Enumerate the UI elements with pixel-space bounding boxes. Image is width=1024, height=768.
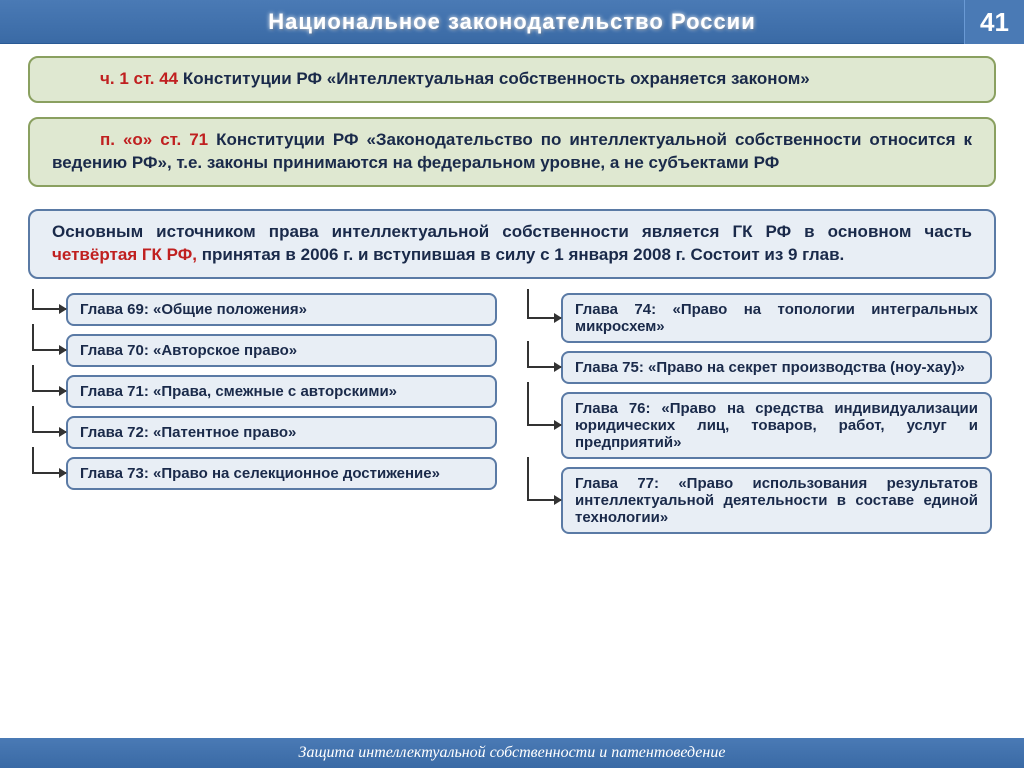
footer-text: Защита интеллектуальной собственности и … xyxy=(299,744,726,762)
chapters-right-col: Глава 74: «Право на топологии интегральн… xyxy=(527,293,992,542)
chapter-row: Глава 76: «Право на средства индивидуали… xyxy=(527,392,992,459)
arrow-stem xyxy=(527,457,529,501)
chapter-row: Глава 75: «Право на секрет производства … xyxy=(527,351,992,384)
chapter-box: Глава 77: «Право использования результат… xyxy=(561,467,992,534)
chapter-row: Глава 74: «Право на топологии интегральн… xyxy=(527,293,992,343)
arrow-icon xyxy=(527,499,561,501)
header-bar: Национальное законодательство России 41 xyxy=(0,0,1024,44)
civil-code-box: Основным источником права интеллектуальн… xyxy=(28,209,996,279)
chapter-box: Глава 70: «Авторское право» xyxy=(66,334,497,367)
box1-highlight: ч. 1 ст. 44 xyxy=(100,69,178,88)
arrow-icon xyxy=(527,366,561,368)
chapter-box: Глава 73: «Право на селекционное достиже… xyxy=(66,457,497,490)
arrow-icon xyxy=(32,308,66,310)
arrow-stem xyxy=(32,447,34,474)
chapter-box: Глава 69: «Общие положения» xyxy=(66,293,497,326)
box3-part2: принятая в 2006 г. и вступившая в силу с… xyxy=(197,245,844,264)
slide-title: Национальное законодательство России xyxy=(0,9,1024,35)
chapter-row: Глава 72: «Патентное право» xyxy=(32,416,497,449)
chapter-box: Глава 76: «Право на средства индивидуали… xyxy=(561,392,992,459)
content-area: ч. 1 ст. 44 Конституции РФ «Интеллектуал… xyxy=(0,44,1024,542)
arrow-icon xyxy=(527,424,561,426)
chapter-row: Глава 69: «Общие положения» xyxy=(32,293,497,326)
chapter-row: Глава 77: «Право использования результат… xyxy=(527,467,992,534)
chapters-left-col: Глава 69: «Общие положения» Глава 70: «А… xyxy=(32,293,497,542)
box1-text: Конституции РФ «Интеллектуальная собстве… xyxy=(178,69,810,88)
chapter-box: Глава 71: «Права, смежные с авторскими» xyxy=(66,375,497,408)
chapter-row: Глава 73: «Право на селекционное достиже… xyxy=(32,457,497,490)
chapter-box: Глава 74: «Право на топологии интегральн… xyxy=(561,293,992,343)
arrow-stem xyxy=(527,341,529,368)
box3-part1: Основным источником права интеллектуальн… xyxy=(52,222,972,241)
arrow-stem xyxy=(32,289,34,310)
arrow-stem xyxy=(527,382,529,426)
footer-bar: Защита интеллектуальной собственности и … xyxy=(0,738,1024,768)
box2-highlight: п. «о» ст. 71 xyxy=(100,130,208,149)
constitution-box-2: п. «о» ст. 71 Конституции РФ «Законодате… xyxy=(28,117,996,187)
box3-highlight: четвёртая ГК РФ, xyxy=(52,245,197,264)
chapter-row: Глава 70: «Авторское право» xyxy=(32,334,497,367)
chapter-box: Глава 75: «Право на секрет производства … xyxy=(561,351,992,384)
arrow-stem xyxy=(32,365,34,392)
arrow-icon xyxy=(32,390,66,392)
page-number: 41 xyxy=(964,0,1024,44)
arrow-stem xyxy=(527,289,529,318)
arrow-stem xyxy=(32,324,34,351)
arrow-icon xyxy=(527,317,561,319)
chapter-box: Глава 72: «Патентное право» xyxy=(66,416,497,449)
arrow-icon xyxy=(32,349,66,351)
arrow-icon xyxy=(32,431,66,433)
arrow-icon xyxy=(32,472,66,474)
chapters-columns: Глава 69: «Общие положения» Глава 70: «А… xyxy=(28,293,996,542)
arrow-stem xyxy=(32,406,34,433)
constitution-box-1: ч. 1 ст. 44 Конституции РФ «Интеллектуал… xyxy=(28,56,996,103)
chapter-row: Глава 71: «Права, смежные с авторскими» xyxy=(32,375,497,408)
